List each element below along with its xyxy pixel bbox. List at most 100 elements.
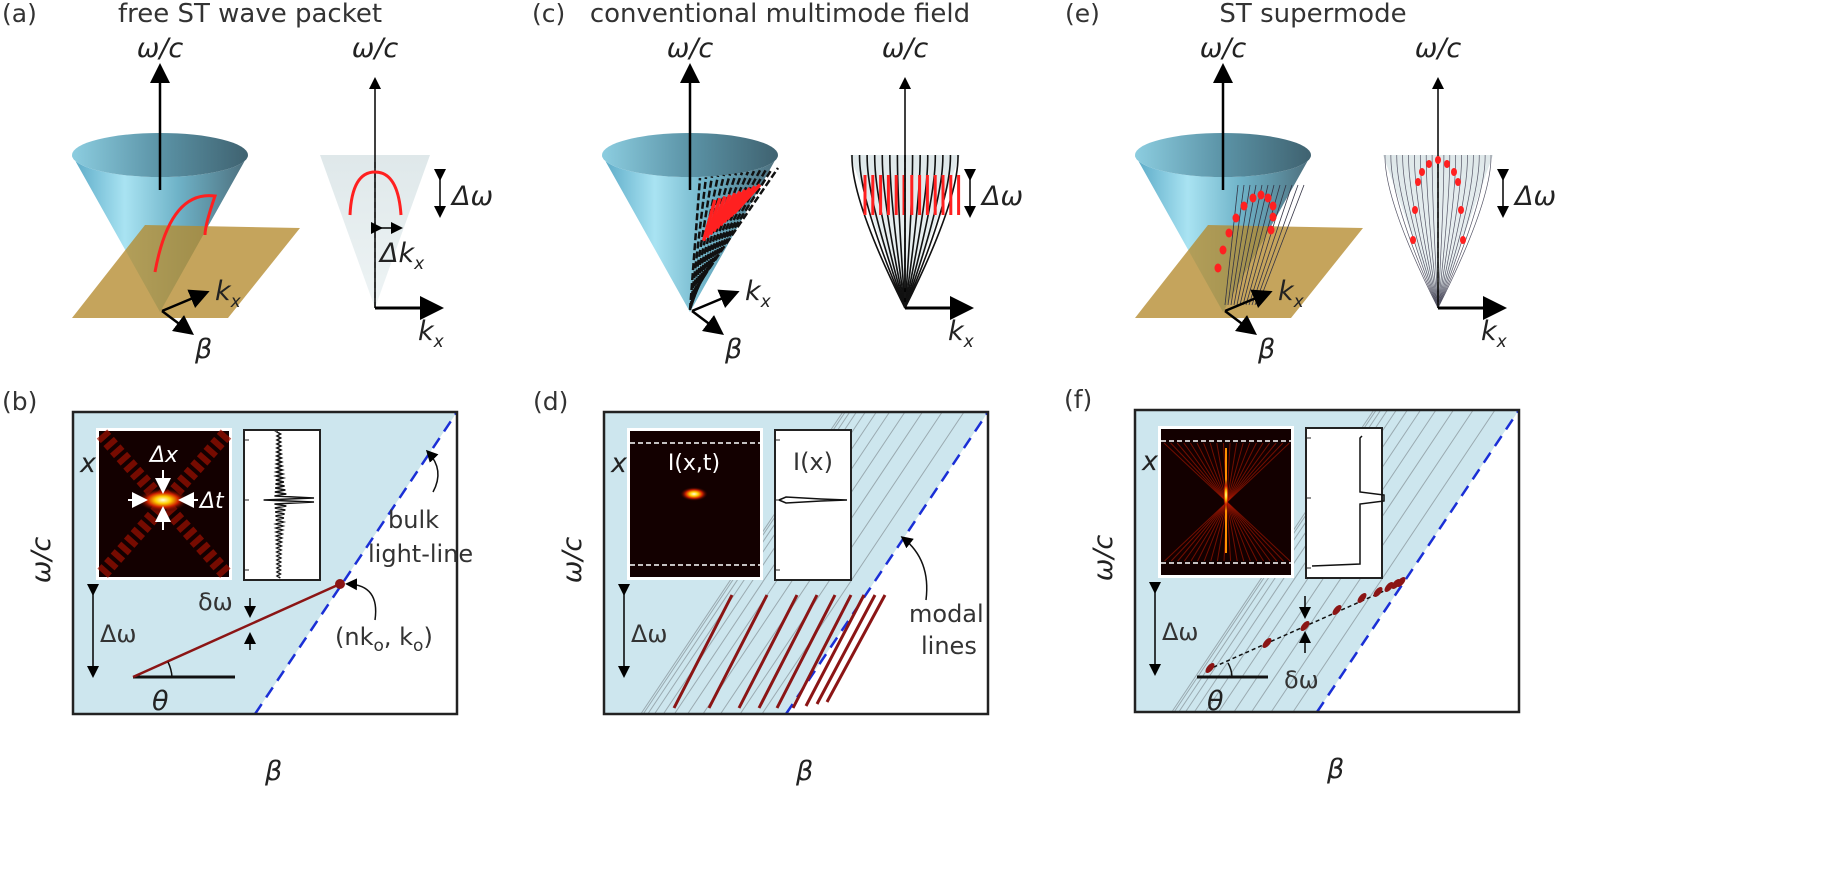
intensity-peak	[1223, 479, 1229, 511]
mode-curve	[1431, 154, 1439, 309]
excited-mode-segment	[815, 594, 877, 705]
point-label-part: o	[413, 636, 423, 656]
intensity-xt-label: I(x,t)	[668, 451, 720, 476]
panel-title: conventional multimode field	[590, 0, 970, 29]
panel-label: (d)	[533, 387, 568, 416]
mode-point	[1435, 156, 1441, 164]
panel-label: (a)	[2, 0, 37, 28]
kx-label: kx	[948, 316, 975, 352]
mode-point	[1444, 160, 1450, 168]
mode-curve	[866, 154, 906, 309]
mode-curve	[851, 154, 906, 309]
panel-label: (e)	[1065, 0, 1100, 28]
point-label-part: , k	[384, 623, 413, 651]
mode-curve	[1419, 154, 1439, 309]
delta-omega-label: Δω	[631, 620, 668, 648]
mode-curve	[1437, 154, 1480, 309]
panel-label: (f)	[1064, 385, 1092, 414]
mode-point	[1249, 193, 1257, 203]
point-label: (nko, ko)	[335, 623, 433, 656]
mode-curve	[1384, 154, 1439, 309]
excited-mode-segment	[825, 594, 887, 703]
kx-label: kx	[745, 276, 772, 312]
omega-axis-label: ω/c	[26, 537, 57, 584]
mode-line	[1233, 184, 1257, 306]
lines-label: lines	[921, 632, 977, 660]
excited-mode-segment	[757, 594, 819, 709]
x-axis-label: x	[610, 448, 628, 479]
mode-line	[688, 177, 702, 311]
mode-curve	[858, 154, 906, 309]
intensity-profile-curve	[263, 431, 315, 579]
x-axis-label: x	[1141, 446, 1159, 477]
mode-curve	[889, 154, 906, 309]
mode-point	[1262, 638, 1272, 648]
mode-line	[1239, 184, 1269, 306]
k-symbol: k	[1481, 316, 1498, 347]
theta-arc	[167, 661, 173, 678]
panel-title: free ST wave packet	[118, 0, 382, 29]
mode-point	[1214, 263, 1222, 273]
mode-curve	[1425, 154, 1439, 309]
mode-curve	[1437, 154, 1445, 309]
excited-mode-segment	[732, 183, 762, 215]
spectral-plane	[72, 225, 300, 318]
mode-point	[1240, 201, 1248, 211]
mode-point	[1257, 190, 1265, 200]
delta-omega-label: Δω	[1513, 181, 1556, 212]
mode-curve	[904, 154, 952, 309]
kx-axis-arrow	[691, 289, 740, 313]
intensity-image	[630, 431, 760, 577]
omega-axis-label: ω/c	[1415, 33, 1462, 64]
theta-label: θ	[152, 686, 169, 717]
point-pointer-arrow	[345, 578, 377, 621]
mode-curve	[904, 154, 921, 309]
theta-arc	[1227, 662, 1233, 678]
intensity-profile-curve	[778, 496, 848, 504]
beta-axis-label: β	[194, 334, 212, 365]
spectral-support-curve	[153, 194, 218, 273]
delta-omega-label: Δω	[450, 181, 493, 212]
plot-frame	[1133, 408, 1521, 714]
mode-curve	[1437, 154, 1474, 309]
mode-line	[689, 176, 714, 307]
omega-axis-label: ω/c	[1200, 33, 1247, 64]
plot-frame	[602, 410, 990, 716]
mode-curve	[1437, 154, 1486, 309]
modal-line	[1292, 409, 1496, 713]
kx-axis-arrow	[1224, 289, 1273, 313]
excited-mode-segment	[707, 594, 769, 709]
mode-curve	[1437, 154, 1457, 309]
panel-b: (b) ω/cβxtΔxΔtΔωθδω(nko, ko)bulklight-li…	[2, 387, 473, 787]
light-line-pointer-arrow	[425, 449, 439, 493]
small-delta-omega-label: δω	[1284, 666, 1319, 694]
delta-omega-label: Δω	[980, 181, 1023, 212]
mode-point	[1373, 587, 1383, 597]
mode-point	[1419, 168, 1425, 176]
mode-point	[1269, 212, 1277, 222]
k-symbol: k	[745, 276, 762, 307]
x-subscript: x	[1293, 292, 1305, 312]
delta-t-label: Δt	[198, 489, 225, 514]
panel-f: (f) ω/cβxtΔωθδω	[1064, 385, 1521, 785]
light-line-label: light-line	[368, 540, 473, 568]
k-symbol: k	[418, 316, 435, 347]
mode-line	[691, 173, 732, 301]
mode-curve	[1396, 154, 1439, 309]
mode-point	[1451, 168, 1457, 176]
mode-point	[1232, 213, 1240, 223]
mode-line	[1224, 184, 1239, 306]
kx-axis-arrow	[161, 289, 210, 313]
k-symbol: k	[215, 276, 232, 307]
mode-line	[1254, 184, 1299, 306]
intensity-peak	[137, 488, 189, 512]
beta-axis-label: β	[1257, 334, 1275, 365]
mode-point	[1412, 206, 1418, 214]
bulk-label: bulk	[388, 506, 439, 534]
mode-curve	[1390, 154, 1439, 309]
modal-pointer-arrow	[900, 536, 928, 601]
x-axis-label: x	[79, 448, 97, 479]
mode-curve	[904, 154, 944, 309]
